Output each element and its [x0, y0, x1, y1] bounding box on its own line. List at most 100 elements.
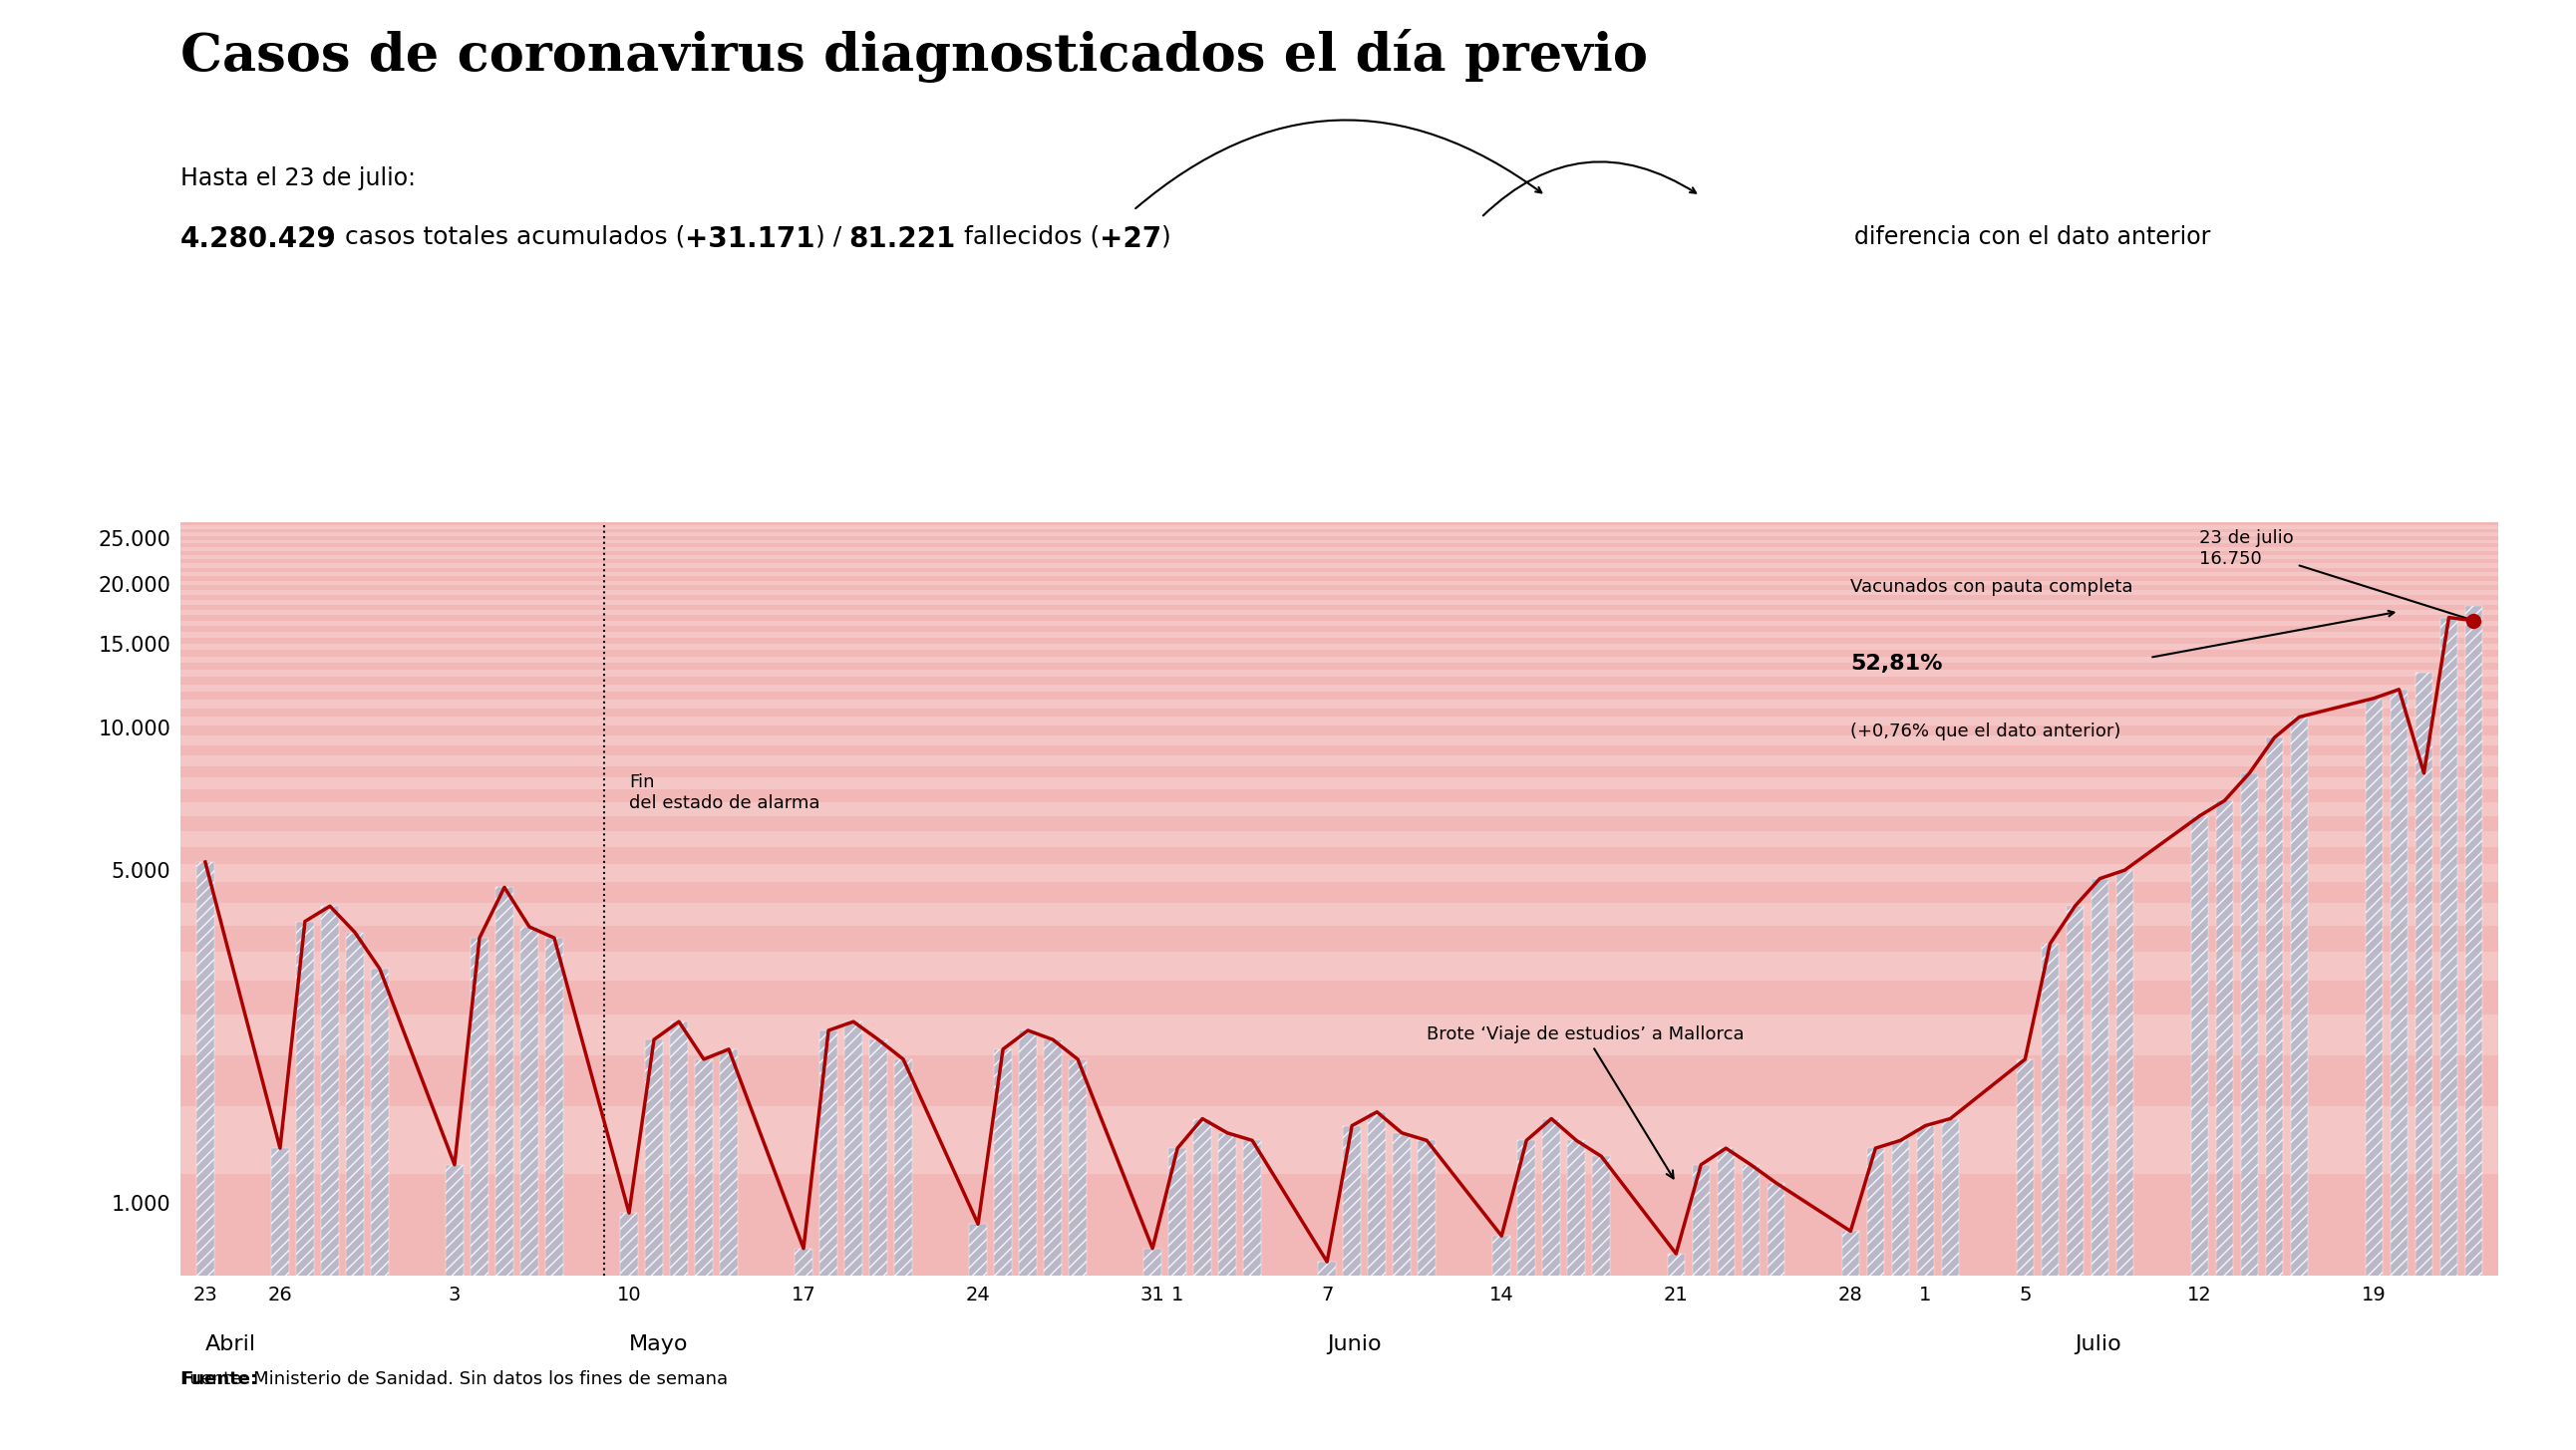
- Bar: [2365, 699, 2383, 1450]
- Bar: [180, 726, 2499, 735]
- Bar: [180, 1015, 2499, 1056]
- Bar: [371, 969, 389, 1450]
- Bar: [180, 590, 2499, 594]
- Text: Vacunados con pauta completa: Vacunados con pauta completa: [1850, 577, 2133, 596]
- Bar: [1592, 1156, 1610, 1450]
- Bar: [2017, 1060, 2035, 1450]
- Bar: [180, 555, 2499, 560]
- Text: 81.221: 81.221: [850, 225, 956, 252]
- Bar: [1244, 1140, 1262, 1450]
- Bar: [1942, 1118, 1958, 1450]
- Bar: [644, 1040, 662, 1450]
- Bar: [180, 539, 2499, 544]
- Bar: [180, 522, 2499, 525]
- Bar: [1342, 1125, 1360, 1450]
- Bar: [180, 605, 2499, 610]
- Bar: [180, 745, 2499, 755]
- Bar: [345, 932, 363, 1450]
- Bar: [180, 700, 2499, 708]
- Text: Brote ‘Viaje de estudios’ a Mallorca: Brote ‘Viaje de estudios’ a Mallorca: [1427, 1025, 1744, 1179]
- Bar: [180, 529, 2499, 532]
- Bar: [894, 1060, 912, 1450]
- Bar: [196, 863, 214, 1450]
- Bar: [1170, 1148, 1185, 1450]
- Bar: [1368, 1112, 1386, 1450]
- Bar: [180, 1175, 2499, 1276]
- Bar: [495, 887, 513, 1450]
- Bar: [1569, 1140, 1584, 1450]
- Text: Fuente: Ministerio de Sanidad. Sin datos los fines de semana: Fuente: Ministerio de Sanidad. Sin datos…: [180, 1370, 729, 1388]
- Bar: [2267, 738, 2282, 1450]
- Bar: [180, 567, 2499, 571]
- Bar: [2066, 906, 2084, 1450]
- Text: 23 de julio
16.750: 23 de julio 16.750: [2200, 529, 2470, 619]
- Bar: [180, 536, 2499, 539]
- Bar: [180, 638, 2499, 644]
- Bar: [1842, 1231, 1860, 1450]
- Bar: [180, 532, 2499, 536]
- Bar: [180, 551, 2499, 555]
- Bar: [845, 1022, 863, 1450]
- Bar: [180, 544, 2499, 547]
- Bar: [180, 670, 2499, 677]
- Bar: [1868, 1148, 1883, 1450]
- Text: ): ): [1162, 225, 1172, 248]
- Text: Mayo: Mayo: [629, 1334, 688, 1354]
- Bar: [180, 644, 2499, 650]
- Bar: [180, 663, 2499, 670]
- Bar: [180, 925, 2499, 951]
- Bar: [180, 847, 2499, 864]
- Bar: [546, 938, 564, 1450]
- Bar: [180, 560, 2499, 564]
- Bar: [819, 1031, 837, 1450]
- Bar: [2115, 870, 2133, 1450]
- Text: +31.171: +31.171: [685, 225, 814, 252]
- Bar: [721, 1050, 737, 1450]
- Text: Julio: Julio: [2074, 1334, 2123, 1354]
- Bar: [180, 831, 2499, 847]
- Bar: [1394, 1132, 1412, 1450]
- Text: ) /: ) /: [814, 225, 850, 248]
- Bar: [180, 586, 2499, 590]
- Bar: [2416, 673, 2432, 1450]
- Bar: [1144, 1248, 1162, 1450]
- Bar: [670, 1022, 688, 1450]
- Bar: [180, 610, 2499, 615]
- Bar: [180, 615, 2499, 621]
- Bar: [2439, 618, 2458, 1450]
- Bar: [1319, 1262, 1337, 1450]
- Bar: [180, 571, 2499, 576]
- Bar: [696, 1060, 714, 1450]
- Bar: [471, 938, 489, 1450]
- Bar: [180, 735, 2499, 745]
- Text: 52,81%: 52,81%: [1850, 654, 1942, 673]
- Bar: [180, 864, 2499, 883]
- Bar: [180, 777, 2499, 790]
- Text: fallecidos (: fallecidos (: [956, 225, 1100, 248]
- Bar: [1891, 1140, 1909, 1450]
- Bar: [180, 626, 2499, 632]
- Bar: [871, 1040, 886, 1450]
- Bar: [1692, 1164, 1710, 1450]
- Bar: [180, 980, 2499, 1015]
- Bar: [296, 921, 314, 1450]
- Text: Junio: Junio: [1327, 1334, 1381, 1354]
- Bar: [1218, 1132, 1236, 1450]
- Bar: [1193, 1118, 1211, 1450]
- Bar: [180, 632, 2499, 638]
- Bar: [180, 600, 2499, 605]
- Bar: [180, 594, 2499, 600]
- Bar: [180, 576, 2499, 581]
- Bar: [446, 1164, 464, 1450]
- Text: (+0,76% que el dato anterior): (+0,76% que el dato anterior): [1850, 722, 2120, 741]
- Bar: [1543, 1118, 1561, 1450]
- Bar: [2391, 689, 2409, 1450]
- Bar: [2215, 800, 2233, 1450]
- Bar: [621, 1214, 639, 1450]
- Bar: [520, 927, 538, 1450]
- Bar: [1417, 1140, 1435, 1450]
- Bar: [180, 802, 2499, 816]
- Bar: [180, 755, 2499, 766]
- Bar: [180, 766, 2499, 777]
- Bar: [2241, 773, 2259, 1450]
